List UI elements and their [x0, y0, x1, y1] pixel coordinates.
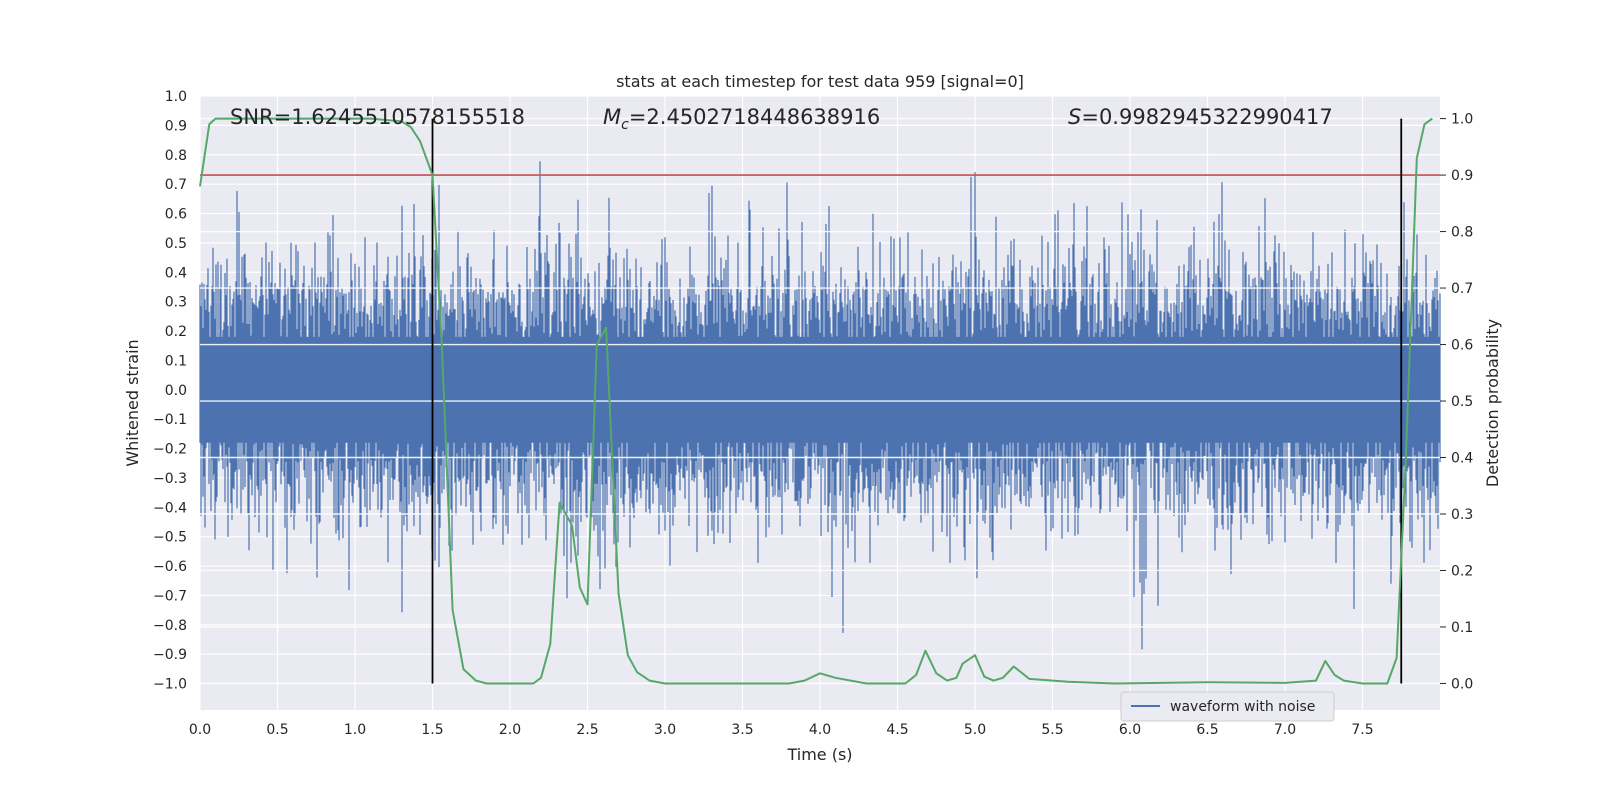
y-tick-label: 0.4: [165, 265, 187, 281]
legend-label: waveform with noise: [1170, 699, 1315, 715]
waveform-trace: [199, 161, 1441, 650]
y-tick-label: 0.1: [165, 353, 187, 369]
legend-box: [1120, 691, 1335, 722]
x-tick-label: 3.0: [654, 722, 676, 738]
x-tick-label: 4.5: [886, 722, 908, 738]
y-tick-label: 0.7: [165, 177, 187, 193]
x-tick-label: 1.5: [421, 722, 443, 738]
y-tick-label: −0.4: [153, 500, 187, 516]
chart-title: stats at each timestep for test data 959…: [616, 72, 1024, 91]
y-tick-label: −0.3: [153, 471, 187, 487]
x-axis-label: Time (s): [786, 745, 852, 764]
y2-tick-label: 0.1: [1451, 620, 1473, 636]
x-tick-label: 0.5: [266, 722, 288, 738]
y-axis-label: Whitened strain: [123, 339, 142, 466]
x-tick-label: 5.0: [964, 722, 986, 738]
y-tick-label: 0.3: [165, 295, 187, 311]
x-tick-label: 6.0: [1119, 722, 1141, 738]
y-tick-label: 0.8: [165, 148, 187, 164]
y2-tick-label: 0.5: [1451, 394, 1473, 410]
y2-tick-label: 0.8: [1451, 225, 1473, 241]
y-tick-label: −0.2: [153, 442, 187, 458]
y2-tick-label: 0.7: [1451, 281, 1473, 297]
y2-axis-label: Detection probability: [1483, 319, 1502, 487]
y-tick-label: 1.0: [165, 89, 187, 105]
x-tick-label: 2.0: [499, 722, 521, 738]
y-tick-label: −0.7: [153, 588, 187, 604]
plot-area: [199, 117, 1441, 685]
s-annotation: S=0.9982945322990417: [1068, 105, 1333, 129]
y2-tick-label: 0.3: [1451, 507, 1473, 523]
axes: 0.0 0.5 1.0 1.5 2.0 2.5 3.0 3.5 4.0 4.5 5.0 5.5 6.0 6…: [153, 89, 1473, 738]
y2-tick-label: 0.0: [1451, 676, 1473, 692]
y-tick-label: 0.9: [165, 118, 187, 134]
y2-tick-label: 0.6: [1451, 338, 1473, 354]
y-tick-label: 0.0: [165, 383, 187, 399]
snr-annotation: SNR=1.6245510578155518: [230, 105, 525, 129]
y2-tick-label: 1.0: [1451, 112, 1473, 128]
y-tick-label: −0.1: [153, 412, 187, 428]
x-tick-label: 5.5: [1041, 722, 1063, 738]
x-tick-label: 4.0: [809, 722, 831, 738]
x-tick-label: 7.5: [1351, 722, 1373, 738]
x-tick-label: 0.0: [189, 722, 211, 738]
y2-tick-label: 0.2: [1451, 563, 1473, 579]
y-tick-label: 0.5: [165, 236, 187, 252]
probability-curve: [199, 117, 1433, 685]
x-tick-label: 3.5: [731, 722, 753, 738]
x-tick-label: 1.0: [344, 722, 366, 738]
y-tick-label: −0.9: [153, 647, 187, 663]
y2-tick-label: 0.4: [1451, 451, 1473, 467]
y-tick-label: −1.0: [153, 677, 187, 693]
y-tick-label: 0.6: [165, 207, 187, 223]
y-tick-label: −0.5: [153, 530, 187, 546]
x-tick-label: 7.0: [1274, 722, 1296, 738]
chirp-mass-annotation: Mc=2.4502718448638916: [603, 105, 880, 133]
y-tick-label: 0.2: [165, 324, 187, 340]
y2-tick-label: 0.9: [1451, 168, 1473, 184]
x-tick-label: 2.5: [576, 722, 598, 738]
y-tick-label: −0.8: [153, 618, 187, 634]
x-tick-label: 6.5: [1196, 722, 1218, 738]
y-tick-label: −0.6: [153, 559, 187, 575]
legend: waveform with noise: [1120, 691, 1335, 722]
